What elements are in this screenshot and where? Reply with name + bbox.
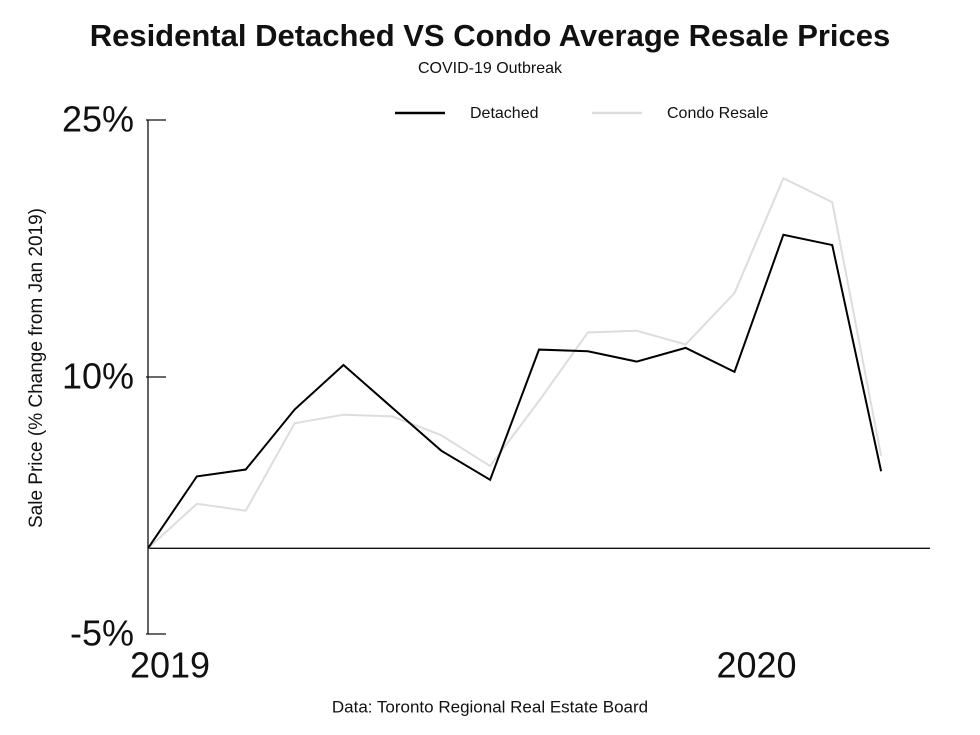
chart-subtitle: COVID-19 Outbreak [418, 60, 563, 77]
x-tick-label: 2019 [130, 645, 210, 686]
x-tick-label: 2020 [716, 645, 796, 686]
y-tick-label: -5% [70, 613, 134, 654]
source: Data: Toronto Regional Real Estate Board [332, 697, 648, 716]
y-tick-label: 25% [62, 99, 134, 140]
chart-title: Residental Detached VS Condo Average Res… [90, 18, 891, 53]
legend-label: Detached [470, 105, 539, 122]
y-axis-label: Sale Price (% Change from Jan 2019) [26, 208, 47, 528]
series-line [147, 233, 883, 549]
y-tick-label: 10% [62, 356, 134, 397]
legend-label: Condo Resale [667, 105, 769, 122]
series-line [147, 176, 883, 550]
